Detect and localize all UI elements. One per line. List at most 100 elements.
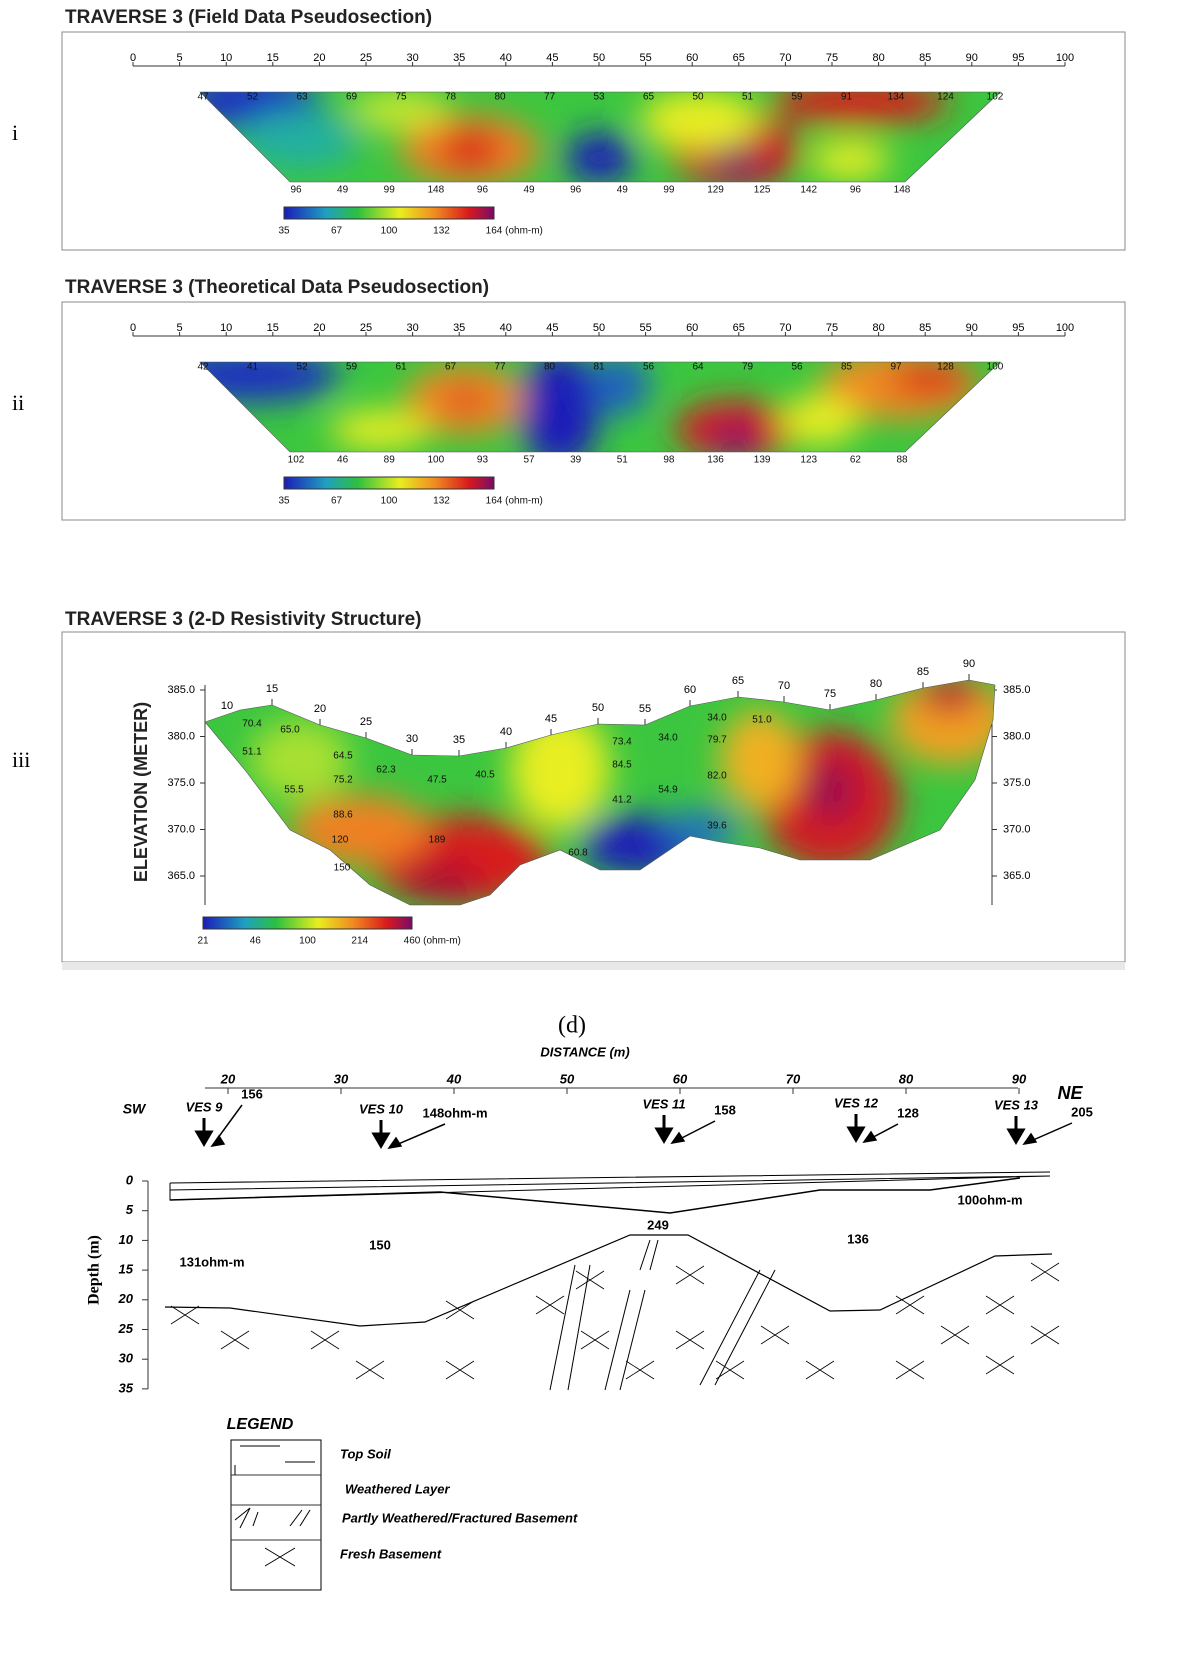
x-tick-label: 10 xyxy=(220,322,232,334)
x-tick-label: 100 xyxy=(1056,322,1074,334)
x-tick-label: 30 xyxy=(334,1071,349,1086)
x-tick-label: 20 xyxy=(313,322,325,334)
data-value: 47.5 xyxy=(427,775,447,786)
data-value: 59 xyxy=(346,362,358,373)
color-blob xyxy=(400,860,480,900)
x-tick-label: 25 xyxy=(360,322,372,334)
color-blob xyxy=(710,425,760,452)
x-tick-label: 100 xyxy=(1056,52,1074,64)
x-tick-label: 90 xyxy=(966,52,978,64)
x-tick-label: 60 xyxy=(684,684,696,696)
data-value: 100 xyxy=(428,455,445,466)
data-value: 75.2 xyxy=(333,775,353,786)
data-value: 64.5 xyxy=(333,751,353,762)
color-blob xyxy=(920,680,980,713)
color-blob xyxy=(890,680,995,765)
data-value: 52 xyxy=(296,362,308,373)
outline xyxy=(199,361,1001,453)
x-tick-label: 50 xyxy=(593,52,605,64)
direction-label: NE xyxy=(1057,1083,1083,1103)
x-tick-label: 5 xyxy=(177,322,183,334)
color-blob xyxy=(440,385,490,415)
x-tick-label: 70 xyxy=(779,322,791,334)
layer-label: 131ohm-m xyxy=(179,1254,244,1269)
data-value: 93 xyxy=(477,455,489,466)
x-tick-label: 45 xyxy=(545,713,557,725)
label: (ohm-m) xyxy=(505,226,543,237)
data-value: 98 xyxy=(663,455,675,466)
colorbar xyxy=(283,206,495,220)
data-value: 102 xyxy=(987,92,1004,103)
data-value: 69 xyxy=(346,92,358,103)
data-value: 53 xyxy=(593,92,605,103)
x-tick-label: 35 xyxy=(453,734,465,746)
colorbar-tick-label: 132 xyxy=(433,496,450,507)
data-value: 139 xyxy=(754,455,771,466)
color-blob xyxy=(660,810,740,850)
data-value: 41 xyxy=(247,362,259,373)
data-value: 49 xyxy=(617,185,629,196)
ves-label: VES 11 xyxy=(642,1096,685,1111)
colorbar-tick-label: 214 xyxy=(351,936,368,947)
data-value: 80 xyxy=(544,362,556,373)
ves-value: 158 xyxy=(714,1102,736,1117)
x-tick-label: 20 xyxy=(314,703,326,715)
section-fill xyxy=(200,92,1000,182)
x-tick-label: 80 xyxy=(872,322,884,334)
y-tick-label: 20 xyxy=(118,1291,134,1306)
x-tick-label: 10 xyxy=(221,700,233,712)
x-tick-label: 90 xyxy=(966,322,978,334)
data-value: 91 xyxy=(841,92,853,103)
data-value: 59 xyxy=(791,92,803,103)
data-value: 77 xyxy=(494,362,506,373)
color-blob xyxy=(240,110,360,170)
y-tick-label: 35 xyxy=(119,1380,134,1395)
color-blob xyxy=(810,140,890,180)
y-tick-label: 365.0 xyxy=(1003,870,1031,882)
x-tick-label: 40 xyxy=(500,52,512,64)
colorbar xyxy=(283,476,495,490)
legend-label: Fresh Basement xyxy=(340,1546,442,1561)
data-value: 73.4 xyxy=(612,737,632,748)
data-value: 81 xyxy=(593,362,605,373)
x-tick-label: 45 xyxy=(546,322,558,334)
x-tick-label: 30 xyxy=(406,52,418,64)
x-tick-label: 75 xyxy=(826,52,838,64)
ves-label: VES 9 xyxy=(186,1099,224,1114)
ves-arrow xyxy=(194,1118,214,1147)
x-tick-label: 5 xyxy=(177,52,183,64)
data-value: 89 xyxy=(384,455,396,466)
color-blob xyxy=(440,130,500,170)
data-value: 63 xyxy=(296,92,308,103)
x-tick-label: 30 xyxy=(406,322,418,334)
color-blob xyxy=(510,710,610,830)
data-value: 67 xyxy=(445,362,457,373)
data-value: 49 xyxy=(524,185,536,196)
blobs xyxy=(200,362,980,452)
ves-value: 148ohm-m xyxy=(422,1105,487,1120)
data-value: 34.0 xyxy=(658,733,678,744)
ves-label: VES 12 xyxy=(834,1095,879,1110)
legend-label: Top Soil xyxy=(340,1446,391,1461)
x-tick-label: 10 xyxy=(220,52,232,64)
y-tick-label: 25 xyxy=(118,1321,134,1336)
x-tick-label: 35 xyxy=(453,52,465,64)
data-value: 61 xyxy=(395,362,407,373)
colorbar-tick-label: 164 xyxy=(486,226,503,237)
weathered-base xyxy=(169,1177,1021,1214)
outline xyxy=(204,679,996,906)
x-tick-label: 35 xyxy=(453,322,465,334)
section-fill xyxy=(205,680,995,905)
data-value: 52 xyxy=(247,92,259,103)
panel-title: TRAVERSE 3 (2-D Resistivity Structure) xyxy=(65,609,422,630)
y-tick-label: 370.0 xyxy=(167,823,195,835)
pointer-arrow xyxy=(387,1123,446,1150)
x-tick-label: 70 xyxy=(786,1071,801,1086)
panel-box xyxy=(61,301,1126,521)
data-value: 65 xyxy=(643,92,655,103)
x-tick-label: 60 xyxy=(673,1071,688,1086)
y-tick-label: 380.0 xyxy=(1003,730,1031,742)
data-value: 47 xyxy=(197,92,209,103)
blobs xyxy=(200,92,950,182)
ves-arrow xyxy=(654,1115,674,1144)
